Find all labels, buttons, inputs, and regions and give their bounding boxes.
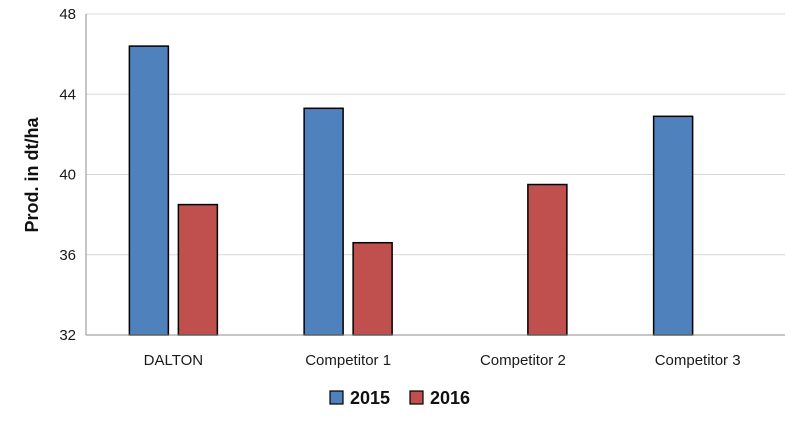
- x-tick-label: Competitor 2: [480, 352, 566, 369]
- y-tick-label: 36: [59, 247, 76, 264]
- x-tick-label: Competitor 3: [655, 352, 741, 369]
- legend-swatch-2016: [409, 390, 424, 405]
- y-tick-label: 48: [59, 6, 76, 23]
- x-tick-label: DALTON: [144, 352, 203, 369]
- legend-label-2016: 2016: [430, 388, 470, 408]
- y-tick-labels: 32 36 40 44 48: [59, 6, 76, 344]
- bar-2015-competitor-3: [652, 115, 694, 336]
- legend: 2015 2016: [329, 388, 470, 408]
- y-axis-title: Prod. in dt/ha: [22, 117, 42, 233]
- bar-2015-dalton: [128, 45, 170, 336]
- legend-swatch-2015: [329, 390, 344, 405]
- bars: [128, 45, 694, 336]
- x-tick-label: Competitor 1: [305, 352, 391, 369]
- y-tick-label: 40: [59, 167, 76, 184]
- x-tick-labels: DALTON Competitor 1 Competitor 2 Competitor…: [144, 352, 741, 369]
- bar-2016-competitor-2: [527, 183, 568, 336]
- bar-2016-competitor-1: [352, 241, 393, 336]
- legend-label-2015: 2015: [350, 388, 390, 408]
- bar-2015-competitor-1: [303, 107, 344, 336]
- y-tick-label: 44: [59, 86, 76, 103]
- y-tick-label: 32: [59, 327, 76, 344]
- bar-2016-dalton: [177, 203, 219, 336]
